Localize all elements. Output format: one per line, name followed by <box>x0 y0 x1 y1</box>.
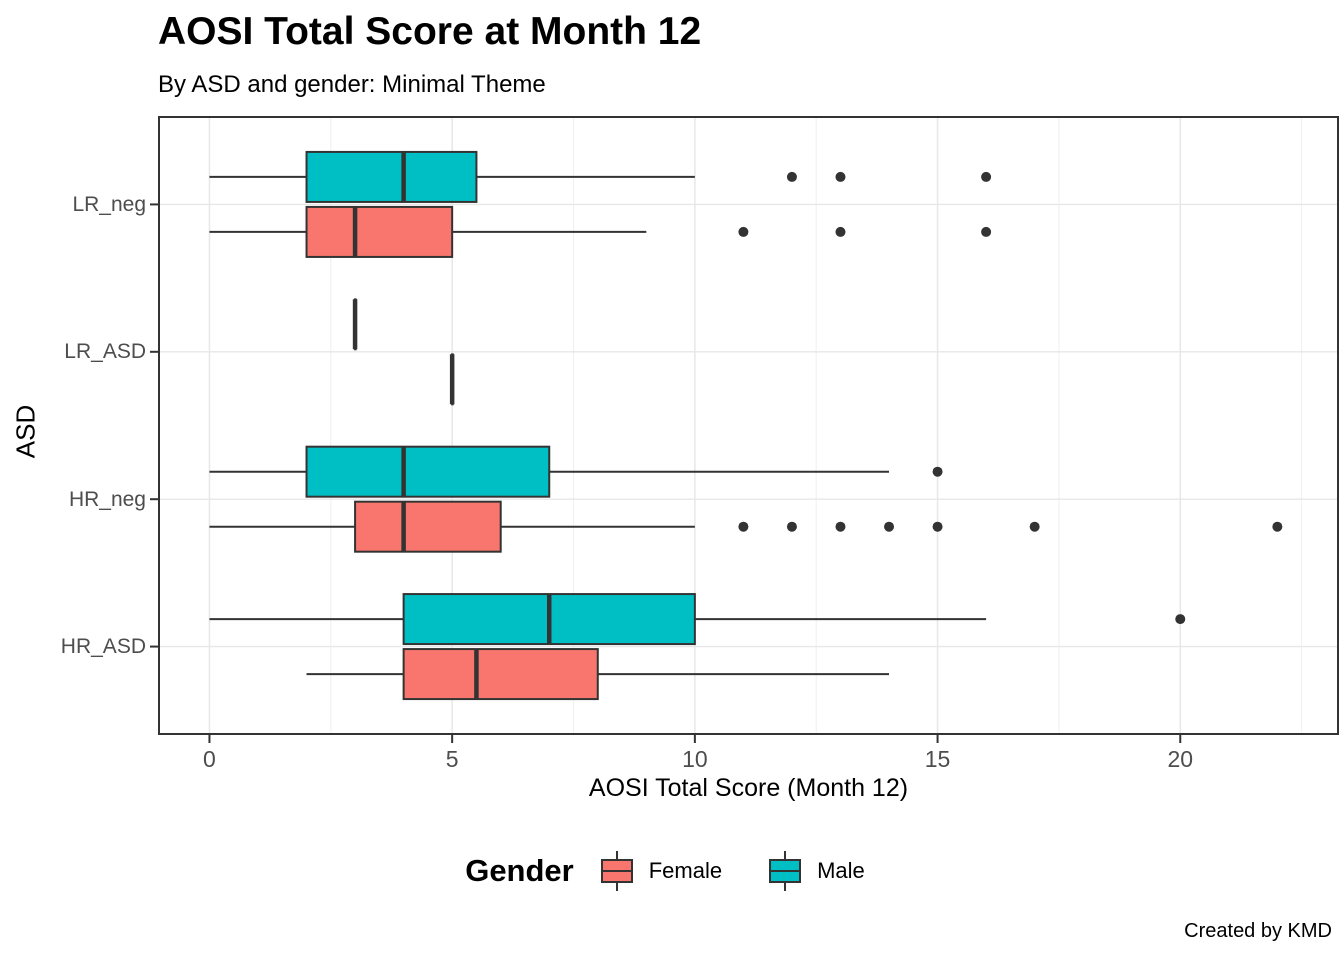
legend-key-female-icon <box>600 851 633 891</box>
x-tick-label-0: 0 <box>203 746 216 772</box>
outlier-point <box>738 521 749 532</box>
box-female-HR_ASD <box>402 648 599 701</box>
plot-panel <box>158 116 1339 735</box>
legend-item-male: Male <box>766 848 865 894</box>
outlier-point <box>1029 521 1040 532</box>
y-tick-label-LR_neg: LR_neg <box>72 192 146 216</box>
y-tick-label-HR_neg: HR_neg <box>68 487 146 511</box>
y-axis-title: ASD <box>10 404 41 459</box>
outlier-point <box>981 226 992 237</box>
chart-subtitle: By ASD and gender: Minimal Theme <box>158 71 546 98</box>
x-tick-label-15: 15 <box>924 746 951 772</box>
outlier-point <box>981 171 992 182</box>
outlier-point <box>786 171 797 182</box>
outlier-point <box>1175 614 1186 625</box>
outlier-point <box>786 521 797 532</box>
x-tick-label-20: 20 <box>1167 746 1194 772</box>
outlier-point <box>884 521 895 532</box>
outlier-point <box>1272 521 1283 532</box>
legend: Gender Female Male <box>0 843 1344 899</box>
outlier-point <box>835 521 846 532</box>
box-male-HR_neg <box>305 445 551 498</box>
y-tick-label-HR_ASD: HR_ASD <box>60 635 146 659</box>
legend-item-female: Female <box>598 848 722 894</box>
boxplot-canvas <box>158 116 1339 735</box>
outlier-point <box>932 521 943 532</box>
x-tick-label-5: 5 <box>445 746 459 772</box>
box-female-LR_neg <box>305 205 454 258</box>
chart-caption: Created by KMD <box>1184 920 1332 942</box>
box-female-HR_neg <box>354 500 502 553</box>
legend-label-male: Male <box>817 858 865 883</box>
x-axis-title: AOSI Total Score (Month 12) <box>588 774 909 802</box>
x-tick-label-10: 10 <box>682 746 708 772</box>
outlier-point <box>835 171 846 182</box>
legend-key-male-icon <box>769 851 802 891</box>
panel-border <box>158 116 1339 735</box>
outlier-point <box>738 226 749 237</box>
chart-title: AOSI Total Score at Month 12 <box>158 10 702 53</box>
outlier-point <box>835 226 846 237</box>
outlier-point <box>932 466 943 477</box>
legend-label-female: Female <box>648 858 723 883</box>
legend-title: Gender <box>465 853 574 888</box>
y-tick-label-LR_ASD: LR_ASD <box>64 340 146 364</box>
box-male-LR_neg <box>305 150 478 203</box>
